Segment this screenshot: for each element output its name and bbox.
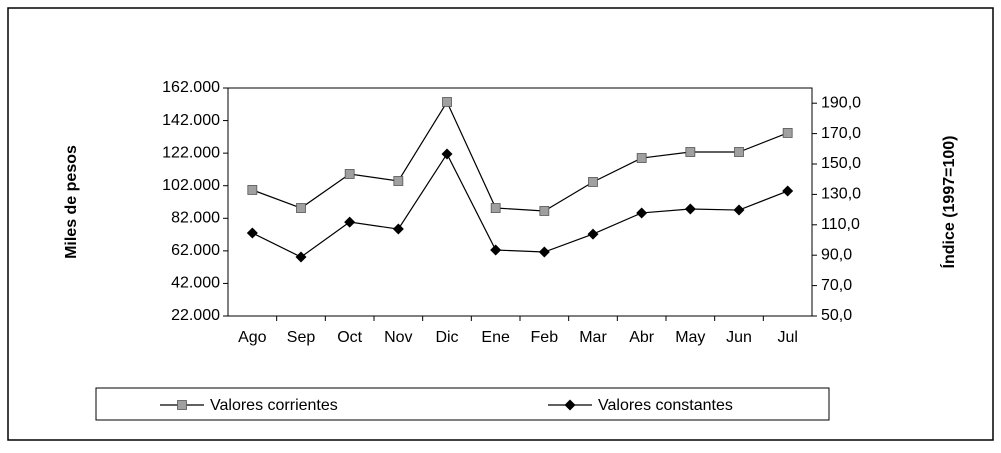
y2-tick-label: 190,0 (821, 94, 861, 111)
y-tick-label: 22.000 (171, 307, 220, 324)
legend-label: Valores constantes (598, 397, 733, 414)
y2-axis-label: Índice (1997=100) (939, 136, 958, 269)
x-tick-label: Ene (481, 329, 510, 346)
y-tick-label: 102.000 (162, 177, 220, 194)
y-tick-label: 42.000 (171, 275, 220, 292)
y2-tick-label: 170,0 (821, 125, 861, 142)
data-point (636, 207, 648, 219)
y2-tick-label: 130,0 (821, 186, 861, 203)
y2-tick-label: 70,0 (821, 277, 852, 294)
data-point (782, 185, 794, 197)
data-point (296, 203, 306, 213)
series-line (252, 152, 788, 258)
data-point (246, 227, 258, 239)
data-point (636, 153, 647, 163)
data-point (441, 148, 453, 160)
x-tick-label: May (675, 329, 705, 346)
data-point (782, 128, 793, 138)
data-point (344, 169, 355, 179)
data-point (684, 203, 696, 215)
x-tick-label: Jul (777, 329, 797, 346)
y2-tick-label: 90,0 (821, 246, 852, 263)
data-point (588, 177, 598, 187)
x-tick-label: Feb (531, 329, 559, 346)
legend-label: Valores corrientes (210, 397, 338, 414)
data-point (685, 147, 696, 157)
x-tick-label: Sep (287, 329, 316, 346)
data-point (539, 206, 550, 216)
data-point (490, 244, 502, 256)
x-tick-label: Mar (579, 329, 607, 346)
x-tick-label: Ago (238, 329, 267, 346)
chart-border (7, 7, 994, 441)
y-tick-label: 162.000 (162, 79, 220, 96)
data-point (733, 204, 745, 216)
data-point (392, 223, 404, 235)
data-point (587, 228, 599, 240)
data-point (442, 97, 452, 107)
y2-tick-label: 110,0 (821, 216, 860, 233)
x-tick-label: Dic (435, 329, 458, 346)
legend-marker (177, 400, 187, 410)
data-point (490, 203, 501, 213)
x-tick-label: Oct (337, 329, 362, 346)
data-point (344, 216, 356, 228)
data-point (734, 147, 744, 157)
data-point (295, 251, 307, 263)
x-tick-label: Abr (629, 329, 655, 346)
x-tick-label: Nov (384, 329, 412, 346)
y2-tick-label: 50,0 (821, 307, 852, 324)
data-point (538, 246, 550, 258)
data-point (247, 185, 258, 195)
y-tick-label: 142.000 (162, 112, 220, 129)
y-axis-label: Miles de pesos (63, 145, 80, 259)
data-point (393, 176, 404, 186)
y2-tick-label: 150,0 (821, 155, 861, 172)
y-tick-label: 82.000 (171, 210, 220, 227)
legend-box (95, 387, 830, 421)
x-tick-label: Jun (726, 329, 752, 346)
legend-marker (564, 399, 576, 411)
y-tick-label: 62.000 (171, 242, 220, 259)
y-tick-label: 122.000 (162, 144, 220, 161)
series-line (252, 100, 788, 212)
